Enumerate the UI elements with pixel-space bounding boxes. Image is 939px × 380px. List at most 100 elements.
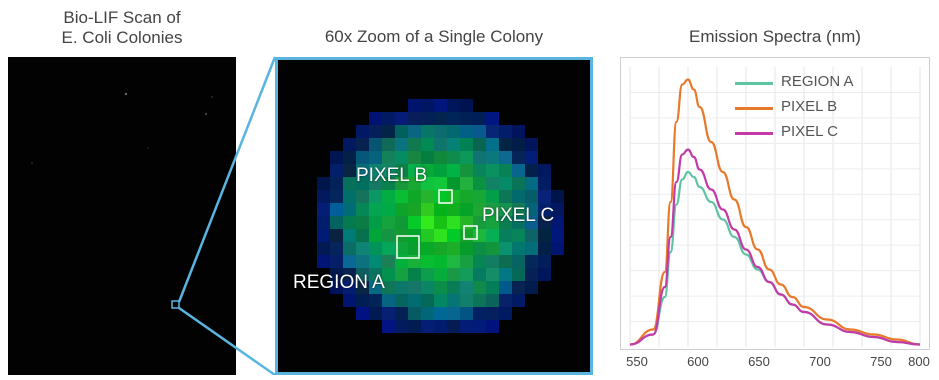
colony-pixel [369,307,382,320]
colony-pixel [369,138,382,151]
colony-pixel [538,229,551,242]
colony-pixel [356,307,369,320]
colony-pixel [486,112,499,125]
colony-pixel [408,216,421,229]
colony-pixel [473,112,486,125]
colony-pixel [447,307,460,320]
colony-pixel [356,151,369,164]
colony-pixel [408,112,421,125]
colony-pixel [382,216,395,229]
region-a-label: REGION A [293,272,385,293]
colony-pixel [356,268,369,281]
colony-pixel [434,255,447,268]
colony-pixel [447,164,460,177]
colony-pixel [447,203,460,216]
legend-label-region-a: REGION A [781,73,854,90]
colony-pixel [512,216,525,229]
series-line-pixel-b [629,78,921,346]
colony-pixel [473,203,486,216]
colony-pixel [356,177,369,190]
colony-pixel [395,112,408,125]
colony-pixel [369,151,382,164]
colony-pixel [421,320,434,333]
colony-pixel [499,203,512,216]
colony-pixel [499,281,512,294]
colony-pixel [447,268,460,281]
legend-swatch-pixel-c [735,132,773,135]
colony-pixel [499,151,512,164]
x-tick-label: 600 [687,354,709,369]
zoom-region-marker [171,300,180,309]
colony-pixel [473,281,486,294]
colony-pixel [434,138,447,151]
colony-pixel [499,125,512,138]
colony-pixel [382,307,395,320]
colony-scan-image [8,57,236,375]
colony-pixel [395,164,408,177]
colony-pixel [447,138,460,151]
x-tick-label: 800 [908,354,930,369]
colony-pixel [369,125,382,138]
colony-pixel [525,203,538,216]
colony-pixel [460,177,473,190]
colony-pixel [486,307,499,320]
colony-pixel [525,151,538,164]
colony-pixel [343,138,356,151]
colony-pixel [330,255,343,268]
x-tick-label: 700 [809,354,831,369]
colony-pixel [382,125,395,138]
colony-pixel [369,268,382,281]
region-a-box [396,235,420,259]
zoom-panel-title: 60x Zoom of a Single Colony [324,27,544,46]
colony-pixel [408,307,421,320]
colony-pixel [460,112,473,125]
colony-pixel [343,216,356,229]
colony-pixel [395,125,408,138]
colony-pixel [551,190,564,203]
colony-pixel [486,164,499,177]
colony-pixel [356,255,369,268]
colony-pixel [356,216,369,229]
colony-pixel [538,268,551,281]
colony-pixel [460,138,473,151]
colony-pixel [460,125,473,138]
pixel-b-box [438,189,453,204]
colony-pixel [525,164,538,177]
colony-pixel [512,203,525,216]
colony-pixel [486,281,499,294]
colony-pixel [356,242,369,255]
colony-pixel [408,320,421,333]
colony-pixel [460,320,473,333]
colony-pixel [330,203,343,216]
colony-pixel [499,268,512,281]
colony-pixel [343,229,356,242]
colony-pixel [382,138,395,151]
colony-pixel [408,281,421,294]
colony-pixel [369,216,382,229]
colony-pixel [460,268,473,281]
colony-pixel [382,151,395,164]
colony-pixel [408,190,421,203]
colony-pixel [317,177,330,190]
colony-pixel [486,242,499,255]
colony-pixel [525,138,538,151]
colony-pixel [499,229,512,242]
colony-pixel [343,281,356,294]
colony-pixel [317,229,330,242]
colony-pixel [421,294,434,307]
colony-pixel [317,242,330,255]
colony-pixel [434,268,447,281]
colony-pixel [460,151,473,164]
colony-pixel [538,203,551,216]
colony-pixel [434,99,447,112]
colony-pixel [343,294,356,307]
pixel-c-label: PIXEL C [482,205,555,226]
colony-pixel [447,125,460,138]
colony-pixel [512,164,525,177]
colony-pixel [408,177,421,190]
colony-pixel [447,229,460,242]
colony-pixel [538,216,551,229]
colony-pixel [343,151,356,164]
colony-pixel [499,294,512,307]
colony-pixel [447,190,460,203]
